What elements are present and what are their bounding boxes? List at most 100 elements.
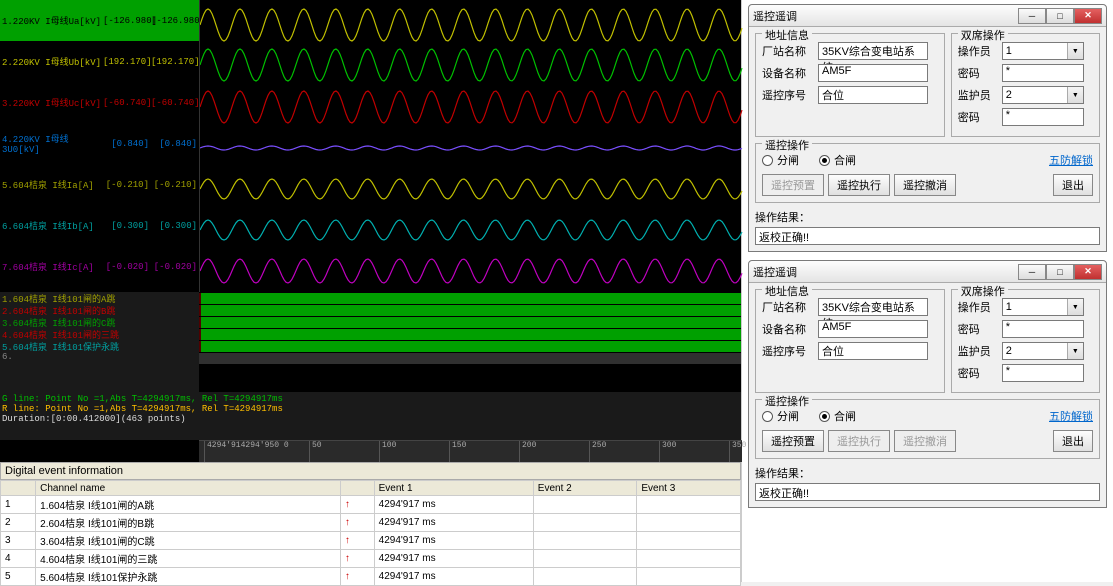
cancel-button[interactable]: 遥控撤消 [894,174,956,196]
event-row[interactable]: 3 3.604桔泉 I线101闸的C跳 ↑ 4294'917 ms [1,532,741,550]
execute-button[interactable]: 遥控执行 [828,174,890,196]
channel-row[interactable]: 5.604桔泉 I线Ia[A] [-0.210] [-0.210] [0,164,199,205]
exit-button[interactable]: 退出 [1053,174,1093,196]
waveform-trace [200,169,743,209]
lbl-seq: 遥控序号 [762,343,814,359]
lbl-operator: 操作员 [958,299,998,315]
operation-group: 遥控操作 分闸 合闸 五防解锁 遥控预置 遥控执行 遥控撤消 退出 [755,399,1100,459]
tick: 200 [519,441,536,462]
timescale[interactable]: 4294'914294'950 050100150200250300350 [199,440,742,462]
digital-trace [199,352,741,364]
minimize-button[interactable]: ─ [1018,8,1046,24]
password-input[interactable]: * [1002,320,1084,338]
channel-name: 7.604桔泉 I线Ic[A] [0,260,103,273]
titlebar-text: 遥控遥调 [753,8,1018,24]
supervisor-select[interactable]: 2▼ [1002,342,1084,360]
titlebar[interactable]: 遥控遥调 ─ □ ✕ [749,261,1106,283]
digital-channel-row[interactable]: 6. [0,352,199,364]
lbl-station: 厂站名称 [762,43,814,59]
event-arrow: ↑ [340,514,374,532]
exit-button[interactable]: 退出 [1053,430,1093,452]
event-arrow: ↑ [340,532,374,550]
radio-icon [819,155,830,166]
channel-row[interactable]: 3.220KV I母线Uc[kV] [-60.740] [-60.740] [0,82,199,123]
maximize-button[interactable]: □ [1046,264,1074,280]
device-input[interactable]: AM5F [818,320,928,338]
event-row[interactable]: 5 5.604桔泉 I线101保护永跳 ↑ 4294'917 ms [1,568,741,586]
event-table: Channel nameEvent 1Event 2Event 3 1 1.60… [0,480,741,586]
seq-input[interactable]: 合位 [818,86,928,104]
channel-row[interactable]: 6.604桔泉 I线Ib[A] [0.300] [0.300] [0,205,199,246]
channel-val2: [-0.210] [151,180,199,190]
device-input[interactable]: AM5F [818,64,928,82]
digital-canvas[interactable] [199,292,741,392]
event-row[interactable]: 4 4.604桔泉 I线101闸的三跳 ↑ 4294'917 ms [1,550,741,568]
tick: 150 [449,441,466,462]
radio-close[interactable]: 合闸 [819,408,856,424]
minimize-button[interactable]: ─ [1018,264,1046,280]
lbl-operator: 操作员 [958,43,998,59]
preset-button[interactable]: 遥控预置 [762,430,824,452]
digital-channel-row[interactable]: 3.604桔泉 I线101闸的C跳 [0,316,199,328]
channel-val2: [0.840] [151,139,199,149]
operator-select[interactable]: 1▼ [1002,42,1084,60]
titlebar[interactable]: 遥控遥调 ─ □ ✕ [749,5,1106,27]
operator-select[interactable]: 1▼ [1002,298,1084,316]
password2-input[interactable]: * [1002,364,1084,382]
password-input[interactable]: * [1002,64,1084,82]
event-3 [637,532,741,550]
supervisor-select[interactable]: 2▼ [1002,86,1084,104]
chevron-down-icon: ▼ [1067,299,1083,315]
remote-control-dialog: 遥控遥调 ─ □ ✕ 地址信息 厂站名称 35KV综合变电站系统 设备名称 AM… [748,4,1107,252]
event-idx: 4 [1,550,36,568]
station-input[interactable]: 35KV综合变电站系统 [818,298,928,316]
event-2 [533,532,637,550]
digital-labels: 1.604桔泉 I线101闸的A跳2.604桔泉 I线101闸的B跳3.604桔… [0,292,199,392]
event-1: 4294'917 ms [374,514,533,532]
cancel-button[interactable]: 遥控撤消 [894,430,956,452]
cursor-info: G line: Point No =1,Abs T=4294917ms, Rel… [0,392,741,440]
radio-icon [762,155,773,166]
lbl-device: 设备名称 [762,321,814,337]
execute-button[interactable]: 遥控执行 [828,430,890,452]
dialog-body: 地址信息 厂站名称 35KV综合变电站系统 设备名称 AM5F 遥控序号 合位 … [749,27,1106,251]
event-arrow: ↑ [340,568,374,586]
channel-name: 3.220KV I母线Uc[kV] [0,96,103,109]
event-1: 4294'917 ms [374,532,533,550]
event-row[interactable]: 1 1.604桔泉 I线101闸的A跳 ↑ 4294'917 ms [1,496,741,514]
event-2 [533,496,637,514]
result-area: 操作结果： 返校正确!! [755,465,1100,501]
tick: 50 [309,441,322,462]
maximize-button[interactable]: □ [1046,8,1074,24]
digital-channel-row[interactable]: 5.604桔泉 I线101保护永跳 [0,340,199,352]
event-row[interactable]: 2 2.604桔泉 I线101闸的B跳 ↑ 4294'917 ms [1,514,741,532]
preset-button[interactable]: 遥控预置 [762,174,824,196]
channel-row[interactable]: 2.220KV I母线Ub[kV] [192.170] [192.170] [0,41,199,82]
channel-val2: [-0.020] [151,262,199,272]
close-button[interactable]: ✕ [1074,8,1102,24]
event-col-header: Event 2 [533,481,637,496]
radio-open[interactable]: 分闸 [762,152,799,168]
password2-input[interactable]: * [1002,108,1084,126]
digital-channel-row[interactable]: 1.604桔泉 I线101闸的A跳 [0,292,199,304]
digital-channel-row[interactable]: 4.604桔泉 I线101闸的三跳 [0,328,199,340]
station-input[interactable]: 35KV综合变电站系统 [818,42,928,60]
event-idx: 5 [1,568,36,586]
radio-open[interactable]: 分闸 [762,408,799,424]
close-button[interactable]: ✕ [1074,264,1102,280]
channel-name: 4.220KV I母线3U0[kV] [0,132,103,155]
analog-canvas[interactable] [199,0,741,292]
chevron-down-icon: ▼ [1067,43,1083,59]
channel-row[interactable]: 4.220KV I母线3U0[kV] [0.840] [0.840] [0,123,199,164]
radio-close[interactable]: 合闸 [819,152,856,168]
channel-row[interactable]: 7.604桔泉 I线Ic[A] [-0.020] [-0.020] [0,246,199,287]
radio-icon [762,411,773,422]
unlock-link[interactable]: 五防解锁 [1049,408,1093,424]
channel-val2: [0.300] [151,221,199,231]
channel-val1: [192.170] [103,57,151,67]
channel-row[interactable]: 1.220KV I母线Ua[kV] [-126.980] [-126.980] [0,0,199,41]
waveform-viewer: 1.220KV I母线Ua[kV] [-126.980] [-126.980]2… [0,0,742,582]
digital-channel-row[interactable]: 2.604桔泉 I线101闸的B跳 [0,304,199,316]
seq-input[interactable]: 合位 [818,342,928,360]
unlock-link[interactable]: 五防解锁 [1049,152,1093,168]
